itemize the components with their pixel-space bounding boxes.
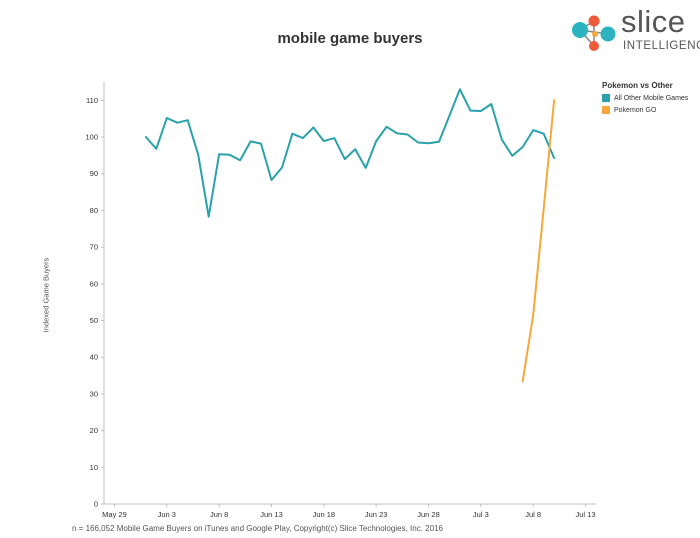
logo-node xyxy=(592,31,598,37)
logo-node xyxy=(572,22,588,38)
logo-node xyxy=(589,41,599,51)
slice-logo-icon xyxy=(572,15,616,51)
series-line-pokemon-go xyxy=(521,99,556,383)
x-tick-label: Jun 13 xyxy=(260,510,283,519)
y-tick-label: 30 xyxy=(90,389,98,398)
y-tick-label: 100 xyxy=(85,133,98,142)
x-tick-label: Jun 18 xyxy=(313,510,336,519)
x-tick-label: Jun 28 xyxy=(417,510,440,519)
legend-swatch-pokemon xyxy=(602,106,610,114)
footnote: n = 166,052 Mobile Game Buyers on iTunes… xyxy=(72,524,443,533)
series-line-other-games xyxy=(144,88,556,218)
logo-node xyxy=(600,26,616,42)
logo-wordmark: slice xyxy=(621,4,686,39)
logo-node xyxy=(588,15,600,27)
legend-item-other[interactable]: All Other Mobile Games xyxy=(602,94,698,102)
x-tick-label: Jul 3 xyxy=(473,510,489,519)
chart-title: mobile game buyers xyxy=(277,30,423,47)
slice-logo: slice INTELLIGENCE xyxy=(566,4,700,60)
legend-label-pokemon: Pokemon GO xyxy=(614,106,657,114)
x-tick-label: Jun 3 xyxy=(158,510,176,519)
y-tick-label: 50 xyxy=(90,316,98,325)
y-tick-label: 70 xyxy=(90,243,98,252)
x-tick-label: Jul 13 xyxy=(576,510,596,519)
legend: Pokemon vs Other All Other Mobile Games … xyxy=(602,81,698,118)
x-tick-label: Jun 8 xyxy=(210,510,228,519)
x-tick-label: May 29 xyxy=(102,510,127,519)
legend-swatch-other xyxy=(602,94,610,102)
y-tick-label: 20 xyxy=(90,426,98,435)
logo-subtitle: INTELLIGENCE xyxy=(623,40,700,52)
y-tick-label: 80 xyxy=(90,206,98,215)
legend-title: Pokemon vs Other xyxy=(602,81,673,90)
y-tick-label: 110 xyxy=(86,96,98,105)
y-tick-label: 90 xyxy=(90,169,98,178)
x-tick-label: Jul 8 xyxy=(525,510,541,519)
legend-item-pokemon[interactable]: Pokemon GO xyxy=(602,106,698,114)
y-tick-label: 60 xyxy=(90,279,98,288)
y-tick-label: 0 xyxy=(94,500,98,509)
legend-label-other: All Other Mobile Games xyxy=(614,94,689,102)
y-tick-label: 10 xyxy=(90,463,98,472)
y-tick-label: 40 xyxy=(90,353,98,362)
x-tick-label: Jun 23 xyxy=(365,510,388,519)
